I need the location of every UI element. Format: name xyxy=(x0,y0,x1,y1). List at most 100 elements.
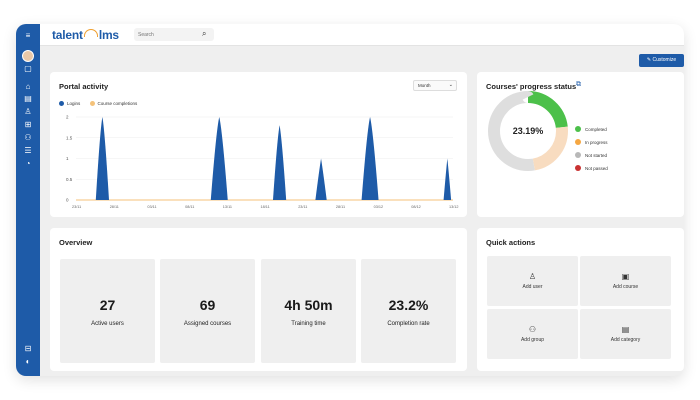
x-tick-label: 18/11 xyxy=(261,205,270,209)
stat-value: 23.2% xyxy=(388,297,429,313)
x-tick-label: 08/11 xyxy=(185,205,194,209)
progress-legend: Completed In progress Not started Not pa… xyxy=(575,126,608,178)
group-icon: ⚇ xyxy=(528,325,537,334)
quick-actions-card: Quick actions ♙ Add user ▣ Add course ⚇ … xyxy=(477,228,684,371)
categories-icon[interactable]: ☰ xyxy=(24,146,32,155)
x-tick-label: 03/12 xyxy=(374,205,384,209)
legend-swatch xyxy=(575,139,581,145)
logo-text-left: talent xyxy=(52,28,83,42)
donut-slice-not-started[interactable] xyxy=(488,91,568,171)
legend-label: Not passed xyxy=(585,166,608,171)
quick-action-label: Add user xyxy=(522,284,543,290)
legend-swatch xyxy=(575,152,581,158)
stat-label: Training time xyxy=(291,321,326,327)
legend-swatch xyxy=(89,101,95,106)
add-user-button[interactable]: ♙ Add user xyxy=(487,256,578,306)
stat-active-users[interactable]: 27 Active users xyxy=(60,259,155,363)
stat-completion-rate[interactable]: 23.2% Completion rate xyxy=(361,259,456,363)
overview-title: Overview xyxy=(59,238,93,247)
logins-area-peak[interactable] xyxy=(443,158,452,201)
avatar[interactable] xyxy=(22,50,34,62)
help-icon[interactable]: ⊟ xyxy=(24,344,32,353)
legend-item-in-progress: In progress xyxy=(575,139,608,145)
customize-button[interactable]: ✎ Customize xyxy=(639,54,684,67)
logo-arc-icon xyxy=(83,29,98,37)
progress-donut-chart: 23.19% xyxy=(488,91,568,171)
logins-area-peak[interactable] xyxy=(272,125,287,200)
y-tick-label: 0 xyxy=(66,198,69,203)
period-select[interactable]: Month ⌄ xyxy=(413,80,457,91)
logins-area-peak[interactable] xyxy=(315,158,327,201)
x-tick-label: 13/12 xyxy=(449,205,459,209)
edit-icon: ✎ xyxy=(646,57,652,63)
donut-slice-in-progress[interactable] xyxy=(488,91,568,171)
portal-activity-title: Portal activity xyxy=(59,82,109,91)
overview-card: Overview 27 Active users 69 Assigned cou… xyxy=(50,228,467,371)
legend-item-not-started: Not started xyxy=(575,152,608,158)
add-course-button[interactable]: ▣ Add course xyxy=(580,256,671,306)
legend-label: Course completions xyxy=(97,101,138,106)
top-bar: talent lms ⌕ xyxy=(40,24,684,46)
quick-action-label: Add category xyxy=(610,337,641,343)
course-icon: ▣ xyxy=(621,272,630,281)
legend-label: Logins xyxy=(67,101,81,106)
legend-item-logins[interactable]: Logins xyxy=(59,101,80,106)
stat-value: 4h 50m xyxy=(284,297,333,313)
branches-icon[interactable]: ⊞ xyxy=(24,120,32,129)
chevron-down-icon: ⌄ xyxy=(448,82,453,88)
logo-text-right: lms xyxy=(98,28,119,42)
stat-label: Completion rate xyxy=(387,321,430,327)
reports-icon[interactable]: ◔ xyxy=(25,159,31,168)
app-window: ≡ ▢ ⌂ ▤ ♙ ⊞ ⚇ ☰ ◔ ⊟ ◐ talent lms ⌕ ✎ Cust… xyxy=(16,24,684,376)
legend-label: Completed xyxy=(585,127,607,132)
sidebar: ≡ ▢ ⌂ ▤ ♙ ⊞ ⚇ ☰ ◔ ⊟ ◐ xyxy=(16,24,40,376)
activity-chart: 0 0.5 1 1.5 2 23/11 28/11 03/11 08/11 13/11 18/11 2… xyxy=(66,115,459,210)
legend-label: In progress xyxy=(585,140,608,145)
legend-item-completed: Completed xyxy=(575,126,608,132)
talentlms-logo[interactable]: talent lms xyxy=(52,28,119,42)
portal-activity-card: Portal activity Month ⌄ Logins Course co… xyxy=(50,72,467,217)
logins-area-peak[interactable] xyxy=(361,117,379,200)
courses-icon[interactable]: ▤ xyxy=(24,94,32,103)
groups-icon[interactable]: ⚇ xyxy=(24,133,32,142)
users-icon[interactable]: ♙ xyxy=(24,107,32,116)
stat-training-time[interactable]: 4h 50m Training time xyxy=(261,259,356,363)
stat-assigned-courses[interactable]: 69 Assigned courses xyxy=(160,259,255,363)
legend-swatch xyxy=(575,165,581,171)
legend-swatch xyxy=(575,126,581,132)
x-tick-label: 03/11 xyxy=(147,205,156,209)
legend-label: Not started xyxy=(585,153,608,158)
add-group-button[interactable]: ⚇ Add group xyxy=(487,309,578,359)
catalog-icon[interactable]: ▢ xyxy=(24,64,32,73)
external-link-icon[interactable]: ⧉ xyxy=(576,81,581,88)
y-tick-label: 2 xyxy=(66,115,69,120)
x-tick-label: 28/11 xyxy=(110,205,119,209)
stat-label: Active users xyxy=(91,321,124,327)
stat-value: 69 xyxy=(199,297,216,313)
quick-action-label: Add course xyxy=(612,284,639,290)
category-icon: ▤ xyxy=(621,325,630,334)
activity-legend: Logins Course completions xyxy=(59,101,145,106)
logins-area-peak[interactable] xyxy=(210,117,228,200)
home-icon[interactable]: ⌂ xyxy=(25,82,31,91)
add-category-button[interactable]: ▤ Add category xyxy=(580,309,671,359)
y-tick-label: 1.5 xyxy=(66,135,73,140)
customize-label: Customize xyxy=(652,57,677,63)
period-select-value: Month xyxy=(418,83,431,88)
stat-label: Assigned courses xyxy=(183,321,232,327)
search-icon[interactable]: ⌕ xyxy=(202,29,207,38)
stat-value: 27 xyxy=(99,297,116,313)
x-tick-label: 23/11 xyxy=(298,205,307,209)
donut-center-label: 23.19% xyxy=(513,126,544,136)
x-tick-label: 23/11 xyxy=(72,205,81,209)
legend-item-completions[interactable]: Course completions xyxy=(89,101,138,106)
menu-icon[interactable]: ≡ xyxy=(25,31,31,40)
legend-swatch xyxy=(59,101,64,106)
quick-action-label: Add group xyxy=(520,337,545,343)
progress-status-card: Courses' progress status ⧉ 23.19% Comple… xyxy=(477,72,684,217)
logins-area-peak[interactable] xyxy=(95,117,109,200)
account-icon[interactable]: ◐ xyxy=(25,357,31,366)
x-tick-label: 13/11 xyxy=(223,205,232,209)
search-input[interactable] xyxy=(134,28,214,41)
y-tick-label: 0.5 xyxy=(66,177,73,182)
